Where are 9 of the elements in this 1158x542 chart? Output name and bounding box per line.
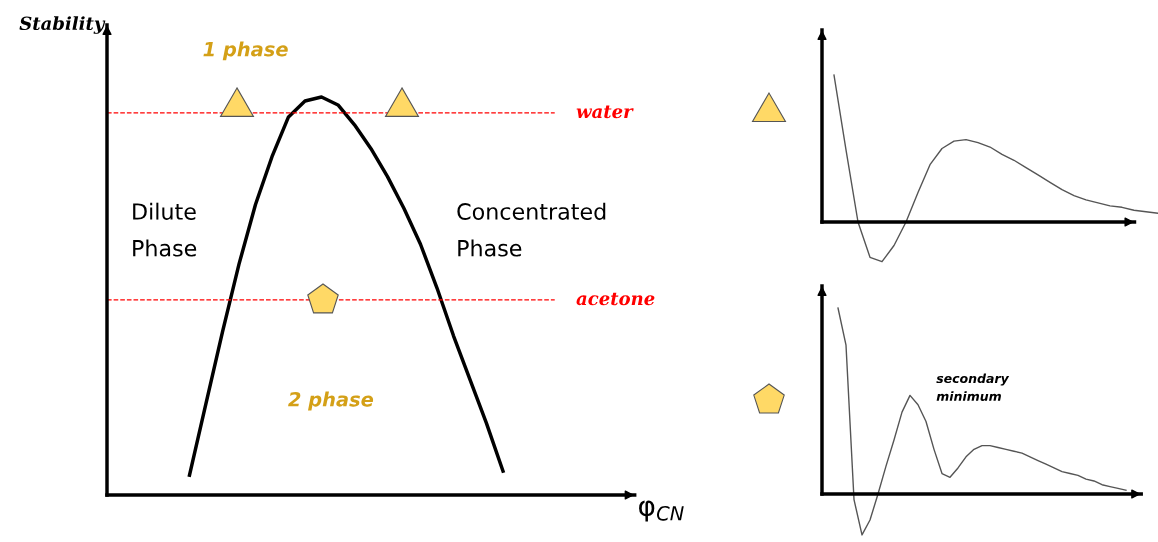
text: 1 phase bbox=[203, 41, 288, 61]
y-axis-title: Stability bbox=[19, 16, 106, 34]
x-axis-title: φ$_{CN}$ bbox=[639, 500, 684, 522]
annotation: Concentrated Phase bbox=[457, 202, 606, 257]
annotation: 2 phase bbox=[288, 391, 374, 411]
ref-line-label: water bbox=[576, 105, 634, 119]
annotation: Dilute Phase bbox=[133, 202, 197, 257]
ref-line-label: acetone bbox=[576, 292, 655, 306]
annotation: secondary minimum bbox=[936, 373, 1010, 401]
